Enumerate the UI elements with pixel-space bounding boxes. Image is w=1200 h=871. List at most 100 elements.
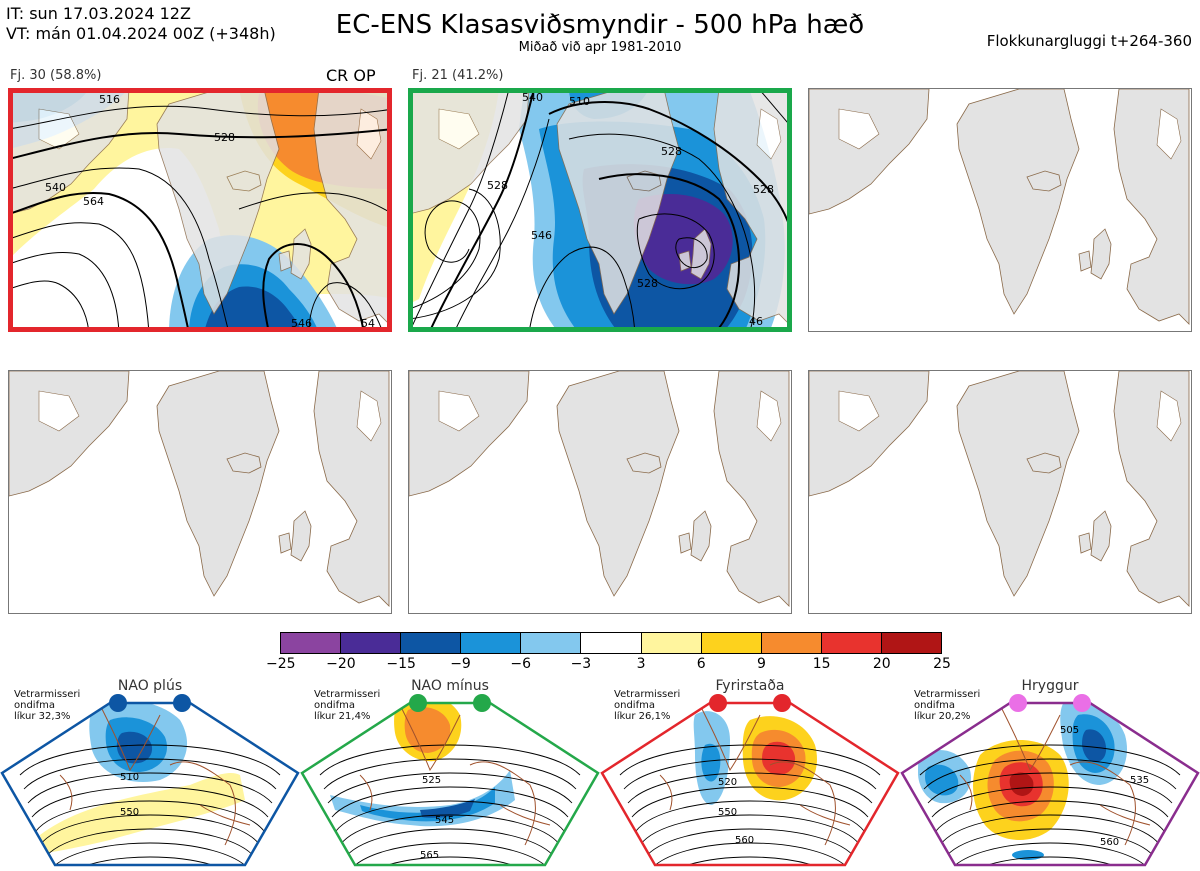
colorbar-tick-label: 3 — [636, 656, 646, 672]
regime-contour-label: 565 — [420, 850, 439, 861]
empty-panel-3 — [808, 88, 1192, 332]
regime-marker-dot — [773, 694, 791, 712]
regime-note-line: líkur 26,1% — [614, 711, 671, 722]
regime-note: Vetrarmisseri ondifma líkur 32,3% — [14, 689, 80, 722]
regime-contour-label: 550 — [718, 807, 737, 818]
colorbar-tick-label: −20 — [326, 656, 356, 672]
regime-contour-label: 560 — [1100, 837, 1119, 848]
valid-time: VT: mán 01.04.2024 00Z (+348h) — [6, 24, 276, 43]
contour-label: 540 — [522, 91, 543, 104]
colorbar-swatch — [521, 633, 582, 653]
contour-label: 46 — [749, 315, 763, 328]
colorbar-tick-label: −15 — [386, 656, 416, 672]
contour-label: 516 — [99, 93, 120, 106]
cluster-1-label: Fj. 30 (58.8%) — [10, 68, 102, 83]
window-label: Flokkunargluggi t+264-360 — [986, 32, 1192, 50]
contour-label: 528 — [661, 145, 682, 158]
regime-note-line: ondifma — [14, 700, 55, 711]
regime-note-line: ondifma — [914, 700, 955, 711]
regime-note: Vetrarmisseri ondifma líkur 26,1% — [614, 689, 680, 722]
regime-contour-label: 505 — [1060, 725, 1079, 736]
regime-map: 520 550 560 — [600, 694, 900, 867]
regime-map: 505 535 560 — [900, 694, 1200, 867]
regime-note-line: ondifma — [314, 700, 355, 711]
colorbar-tick-label: −3 — [570, 656, 592, 672]
regime-panel[interactable]: 520 550 560 Fyrirstaða Vetrarmisseri ondifma… — [600, 675, 900, 871]
contour-label: 528 — [753, 183, 774, 196]
regime-contour-label: 550 — [120, 807, 139, 818]
colorbar — [280, 632, 942, 654]
colorbar-swatch — [881, 633, 942, 653]
empty-panel-5 — [408, 370, 792, 614]
cluster-2-label: Fj. 21 (41.2%) — [412, 68, 504, 83]
colorbar-tick-label: −25 — [266, 656, 296, 672]
page-subtitle: Miðað við apr 1981-2010 — [518, 40, 682, 55]
contour-label: 528 — [487, 179, 508, 192]
contour-label: 528 — [637, 277, 658, 290]
contour-label: 54 — [361, 317, 375, 330]
regime-name: NAO mínus — [411, 678, 489, 694]
regime-marker-dot — [409, 694, 427, 712]
cluster-1-tag: CR OP — [326, 66, 376, 85]
regime-name: Fyrirstaða — [715, 678, 785, 694]
regime-marker-dot — [1009, 694, 1027, 712]
contour-label: 528 — [214, 131, 235, 144]
regime-contour-label: 545 — [435, 815, 454, 826]
empty-panel-6 — [808, 370, 1192, 614]
contour-label: 510 — [569, 95, 590, 108]
contour-label: 564 — [83, 195, 104, 208]
colorbar-swatch — [461, 633, 522, 653]
empty-panel-4 — [8, 370, 392, 614]
colorbar-tick-label: 15 — [812, 656, 831, 672]
colorbar-swatch — [821, 633, 882, 653]
regime-name: Hryggur — [1021, 678, 1079, 694]
colorbar-tick-label: 9 — [756, 656, 766, 672]
regime-note-line: líkur 20,2% — [914, 711, 971, 722]
colorbar-tick-label: 25 — [933, 656, 951, 672]
regime-contour-label: 520 — [718, 777, 737, 788]
cluster-panel-1[interactable]: 528 540 564 516 546 54 — [8, 88, 392, 332]
page-title: EC-ENS Klasasviðsmyndir - 500 hPa hæð — [335, 10, 865, 40]
regime-note: Vetrarmisseri ondifma líkur 20,2% — [914, 689, 980, 722]
regime-map: 510 550 — [0, 694, 300, 867]
regime-contour-label: 535 — [1130, 775, 1149, 786]
colorbar-tick-label: 6 — [696, 656, 706, 672]
colorbar-swatch — [641, 633, 702, 653]
regime-contour-label: 510 — [120, 772, 139, 783]
regime-note: Vetrarmisseri ondifma líkur 21,4% — [314, 689, 380, 722]
regime-marker-dot — [1073, 694, 1091, 712]
initial-time: IT: sun 17.03.2024 12Z — [6, 4, 191, 23]
cluster-panel-2[interactable]: 540 528 510 528 528 546 528 46 — [408, 88, 792, 332]
regime-note-line: Vetrarmisseri — [314, 689, 381, 700]
regime-note-line: líkur 21,4% — [314, 711, 371, 722]
regime-note-line: líkur 32,3% — [14, 711, 71, 722]
colorbar-tick-label: 20 — [872, 656, 891, 672]
regime-note-line: ondifma — [614, 700, 655, 711]
colorbar-swatch — [701, 633, 762, 653]
contour-label: 546 — [531, 229, 552, 242]
colorbar-swatch — [761, 633, 822, 653]
regime-panel[interactable]: 505 535 560 Hryggur Vetrarmisseri ondifma lík… — [900, 675, 1200, 871]
regime-contour-label: 560 — [735, 835, 754, 846]
regime-marker-dot — [109, 694, 127, 712]
regime-name: NAO plús — [117, 678, 183, 694]
header-times: IT: sun 17.03.2024 12Z VT: mán 01.04.202… — [6, 4, 276, 44]
regime-note-line: Vetrarmisseri — [14, 689, 81, 700]
regime-note-line: Vetrarmisseri — [914, 689, 981, 700]
colorbar-swatch — [341, 633, 402, 653]
regime-panel[interactable]: 510 550 NAO plús Vetrarmisseri ondifma líkur… — [0, 675, 300, 871]
colorbar-swatch — [401, 633, 462, 653]
regime-panel[interactable]: 525 545 565 NAO mínus Vetrarmisseri ondifma l… — [300, 675, 600, 871]
contour-label: 546 — [291, 317, 312, 330]
regime-marker-dot — [473, 694, 491, 712]
colorbar-tick-label: −6 — [510, 656, 532, 672]
regime-marker-dot — [709, 694, 727, 712]
regime-contour-label: 525 — [422, 775, 441, 786]
colorbar-swatch — [281, 633, 342, 653]
colorbar-swatch — [581, 633, 642, 653]
regime-map: 525 545 565 — [300, 694, 600, 867]
contour-label: 540 — [45, 181, 66, 194]
regime-marker-dot — [173, 694, 191, 712]
regime-note-line: Vetrarmisseri — [614, 689, 681, 700]
colorbar-tick-label: −9 — [450, 656, 471, 672]
